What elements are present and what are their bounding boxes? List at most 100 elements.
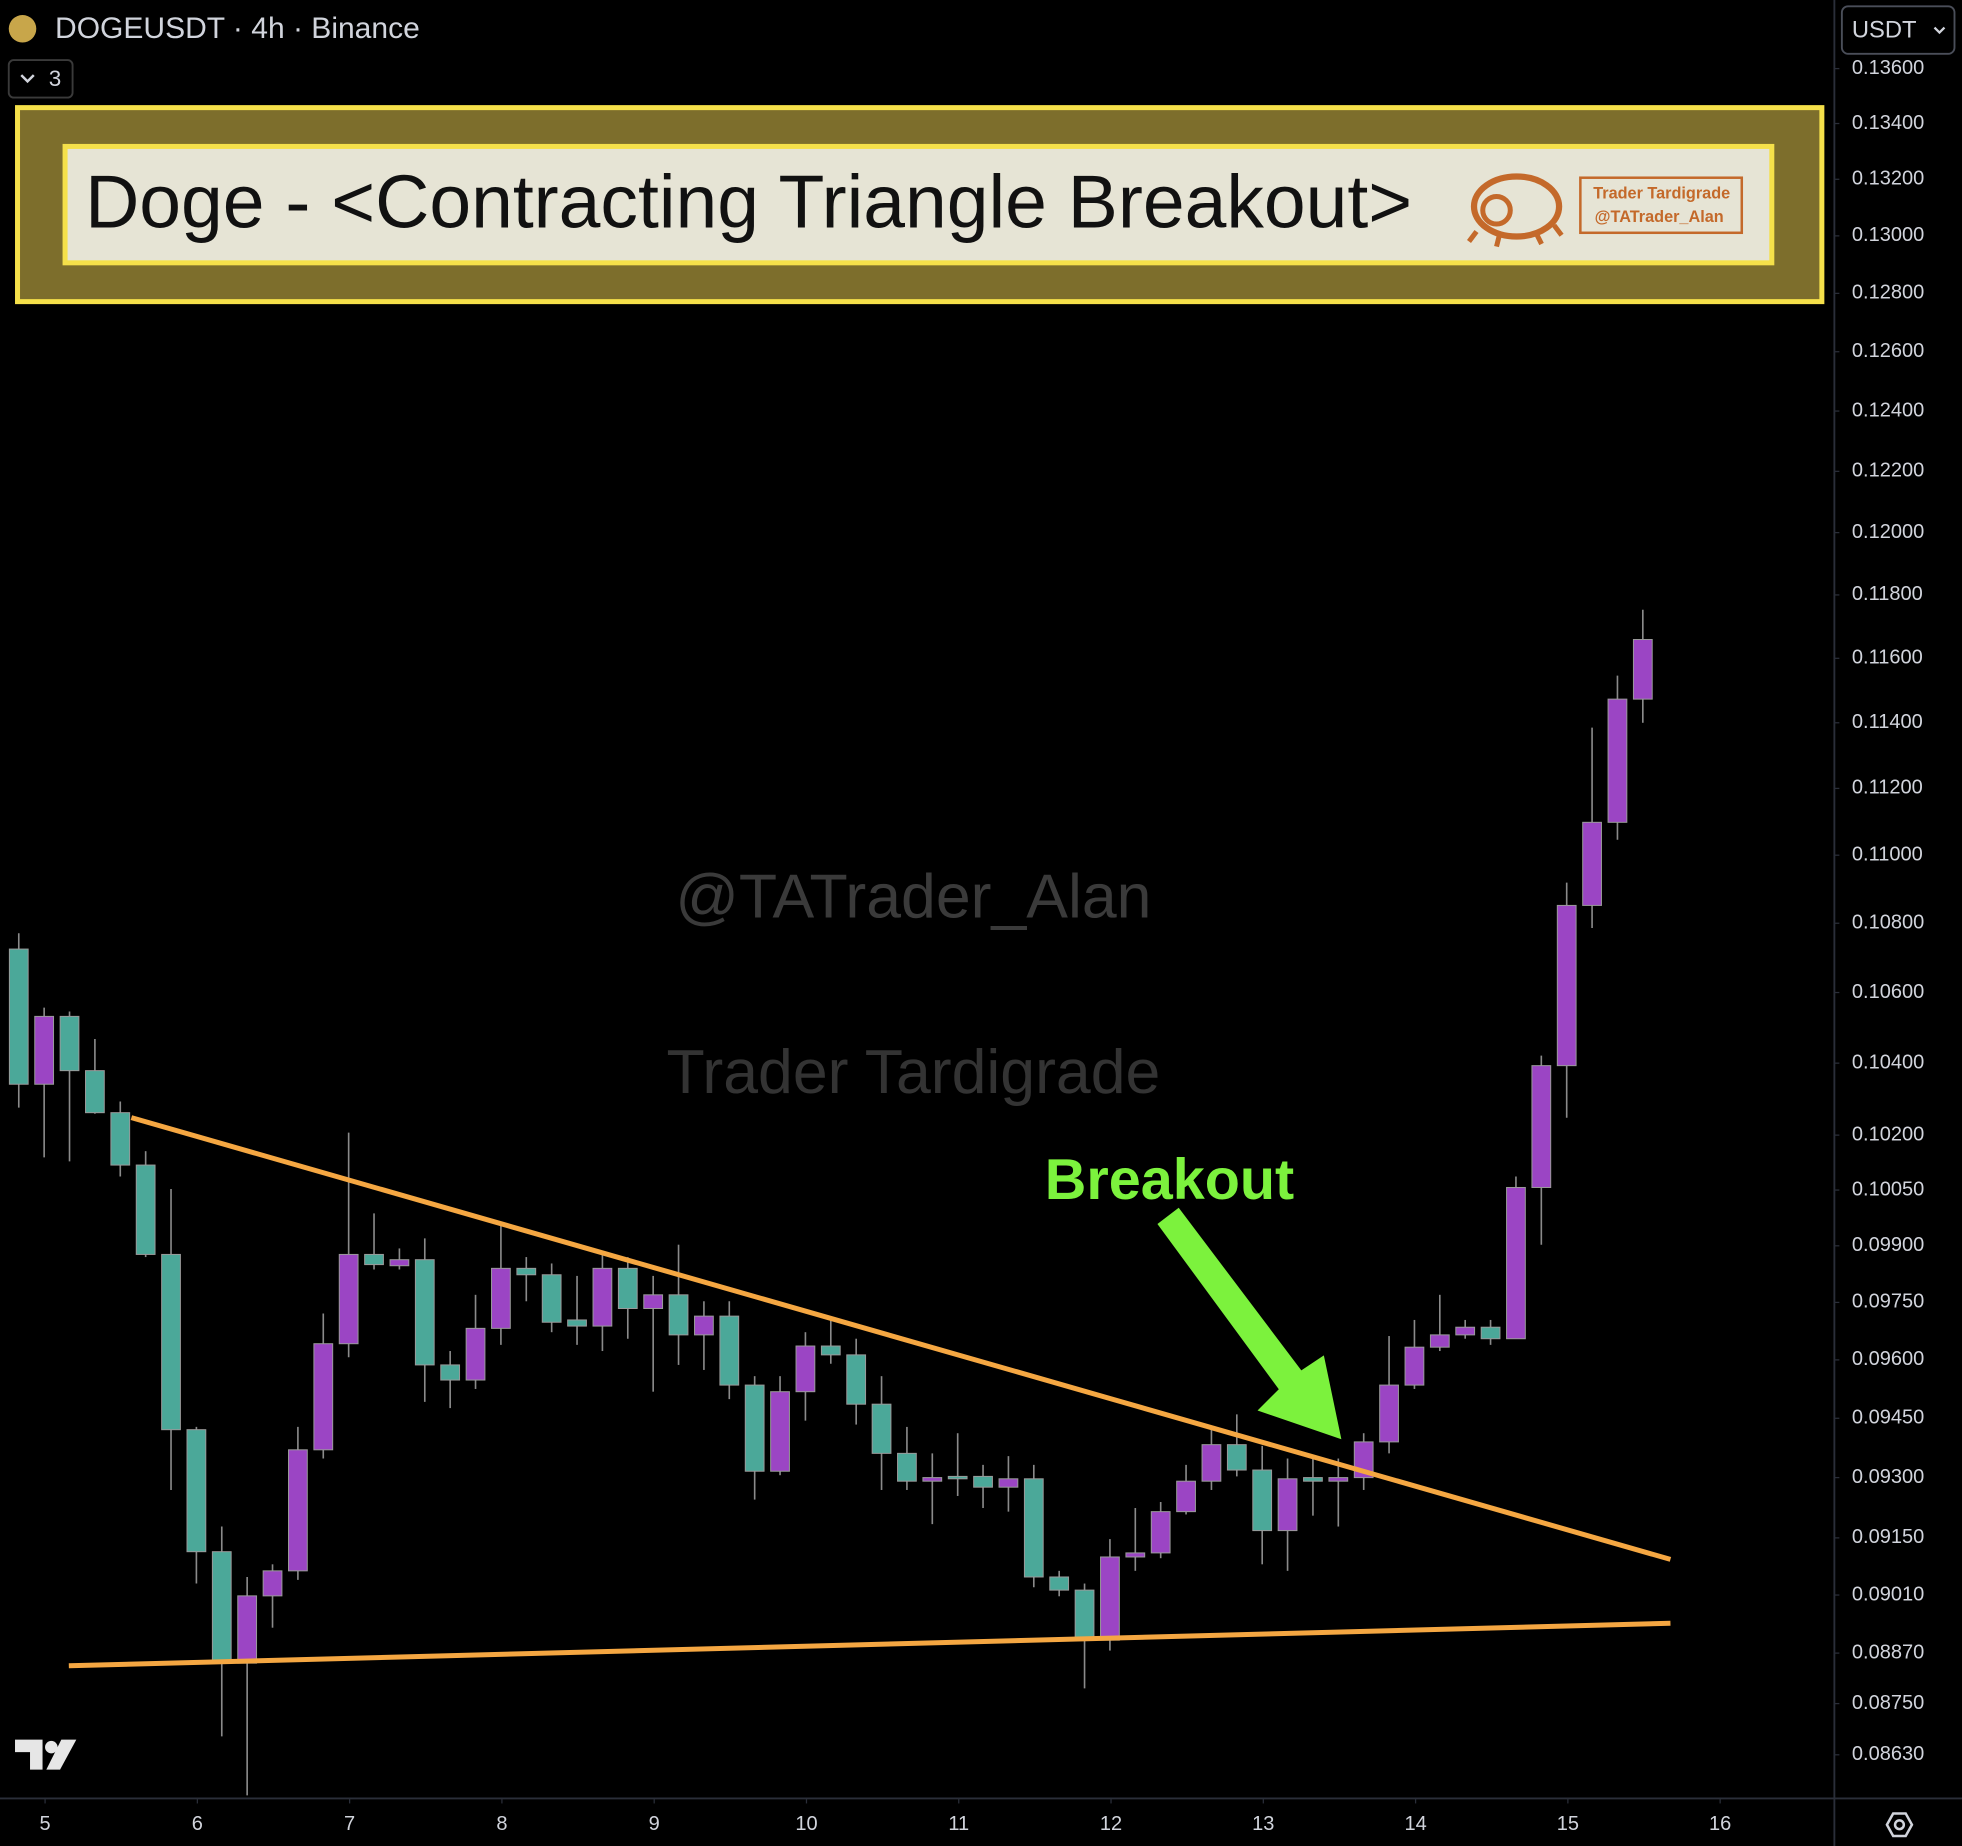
y-tick-label: 0.10050 bbox=[1852, 1178, 1924, 1200]
candle-body bbox=[338, 1253, 359, 1345]
y-tick-label: 0.09450 bbox=[1852, 1407, 1924, 1429]
settings-button[interactable] bbox=[1885, 1812, 1914, 1838]
plot-area bbox=[8, 609, 1653, 1796]
candle-body bbox=[465, 1327, 486, 1381]
y-tick-label: 0.12600 bbox=[1852, 340, 1924, 362]
lower-trendline bbox=[68, 1620, 1671, 1669]
candle-body bbox=[110, 1112, 131, 1166]
candle-body bbox=[262, 1570, 283, 1597]
y-tick-label: 0.12800 bbox=[1852, 282, 1924, 304]
candle-body bbox=[592, 1267, 613, 1327]
candle-body bbox=[211, 1551, 232, 1664]
x-tick-label: 11 bbox=[948, 1813, 969, 1835]
x-tick-label: 14 bbox=[1404, 1813, 1426, 1835]
candle-body bbox=[491, 1267, 511, 1329]
candle-body bbox=[1023, 1478, 1044, 1578]
indicator-toggle[interactable]: 3 bbox=[7, 59, 74, 99]
y-tick-label: 0.10800 bbox=[1852, 912, 1924, 934]
y-tick-label: 0.12400 bbox=[1852, 399, 1924, 421]
y-tick-label: 0.11800 bbox=[1852, 583, 1923, 605]
x-tick-label: 10 bbox=[795, 1813, 817, 1835]
x-tick-label: 7 bbox=[344, 1813, 355, 1835]
y-tick-label: 0.13200 bbox=[1852, 168, 1924, 190]
candle-body bbox=[846, 1354, 867, 1405]
candle-body bbox=[998, 1478, 1019, 1488]
candle-body bbox=[1582, 821, 1602, 906]
candle-body bbox=[237, 1595, 258, 1664]
candle-body bbox=[364, 1253, 384, 1266]
currency-label: USDT bbox=[1852, 17, 1917, 44]
candle-body bbox=[617, 1267, 638, 1310]
candle-body bbox=[313, 1343, 334, 1451]
candle-body bbox=[922, 1477, 943, 1482]
candle-body bbox=[288, 1449, 308, 1572]
candle-body bbox=[973, 1475, 993, 1488]
candle-body bbox=[1480, 1326, 1501, 1340]
settings-icon[interactable] bbox=[1885, 1812, 1914, 1838]
banner-title: Doge - <Contracting Triangle Breakout> bbox=[85, 160, 1412, 244]
indicator-toggle-frame[interactable] bbox=[7, 59, 74, 99]
candle-body bbox=[516, 1267, 537, 1276]
candle-body bbox=[135, 1164, 156, 1255]
y-tick-label: 0.11600 bbox=[1852, 647, 1923, 669]
x-tick-label: 5 bbox=[40, 1813, 51, 1835]
candle-body bbox=[1404, 1346, 1425, 1386]
breakout-arrow bbox=[1157, 1207, 1342, 1440]
candle-body bbox=[1531, 1065, 1552, 1188]
candle-body bbox=[1100, 1556, 1120, 1641]
x-tick-label: 15 bbox=[1557, 1813, 1579, 1835]
dropdown-chevron bbox=[1933, 26, 1946, 35]
axes: 0.13600 0.13400 0.13200 0.13000 0.12800 0.126… bbox=[40, 57, 1925, 1835]
x-tick-label: 8 bbox=[496, 1813, 507, 1835]
y-tick-label: 0.12200 bbox=[1852, 460, 1924, 482]
candle-body bbox=[1506, 1186, 1526, 1340]
y-tick-label: 0.13400 bbox=[1852, 112, 1924, 134]
candle-body bbox=[1429, 1334, 1450, 1348]
x-tick-label: 12 bbox=[1100, 1813, 1122, 1835]
candle-body bbox=[1328, 1477, 1349, 1482]
candle-body bbox=[1607, 698, 1628, 823]
y-tick-label: 0.13000 bbox=[1852, 224, 1924, 246]
candle-body bbox=[1176, 1480, 1196, 1513]
candle-body bbox=[719, 1315, 740, 1386]
y-tick-label: 0.10200 bbox=[1852, 1123, 1924, 1145]
watermark-handle: @TATrader_Alan bbox=[675, 862, 1151, 932]
candle-body bbox=[1252, 1469, 1273, 1532]
y-tick-label: 0.12000 bbox=[1852, 521, 1924, 543]
candle-body bbox=[440, 1364, 461, 1381]
candle-body bbox=[795, 1345, 816, 1393]
candle-body bbox=[541, 1274, 562, 1323]
candle-body bbox=[770, 1391, 790, 1472]
candle-body bbox=[694, 1315, 714, 1336]
badge-frame bbox=[1579, 176, 1744, 235]
coin-icon bbox=[8, 15, 37, 43]
y-tick-label: 0.08870 bbox=[1852, 1641, 1924, 1663]
settings-icon-center bbox=[1893, 1819, 1906, 1831]
chevron bbox=[20, 74, 35, 84]
candle-body bbox=[947, 1475, 968, 1480]
symbol-label[interactable]: DOGEUSDT · 4h · Binance bbox=[55, 12, 420, 45]
y-tick-label: 0.09600 bbox=[1852, 1348, 1924, 1370]
candle-body bbox=[161, 1253, 181, 1431]
y-tick-label: 0.11200 bbox=[1852, 777, 1923, 799]
x-tick-label: 16 bbox=[1709, 1813, 1731, 1835]
watermark-name: Trader Tardigrade bbox=[667, 1037, 1161, 1107]
y-tick-label: 0.09010 bbox=[1852, 1583, 1924, 1605]
tradingview-logo bbox=[15, 1739, 77, 1770]
x-tick-label: 6 bbox=[192, 1813, 203, 1835]
badge-handle: @TATrader_Alan bbox=[1595, 208, 1724, 226]
y-tick-label: 0.10600 bbox=[1852, 981, 1924, 1003]
currency-dropdown[interactable] bbox=[1840, 5, 1956, 55]
x-tick-label: 9 bbox=[649, 1813, 660, 1835]
candle-body bbox=[643, 1294, 664, 1310]
y-tick-label: 0.10400 bbox=[1852, 1051, 1924, 1073]
candle-body bbox=[1556, 904, 1577, 1067]
y-tick-label: 0.09150 bbox=[1852, 1526, 1924, 1548]
candle-body bbox=[1125, 1552, 1146, 1558]
candle-body bbox=[871, 1403, 892, 1454]
x-tick-label: 13 bbox=[1252, 1813, 1274, 1835]
candle-body bbox=[668, 1294, 689, 1336]
candle-body bbox=[34, 1015, 55, 1085]
candle-body bbox=[897, 1452, 917, 1482]
candle-body bbox=[1074, 1589, 1095, 1641]
